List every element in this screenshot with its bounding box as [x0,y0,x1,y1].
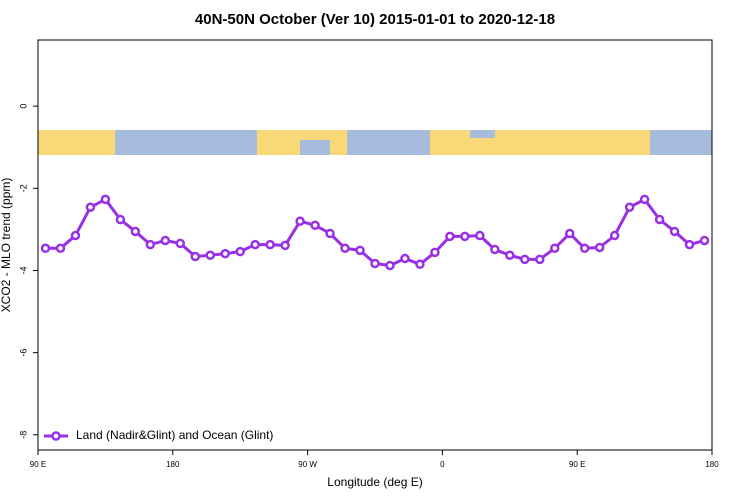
data-point [310,220,320,231]
legend-marker [51,431,61,441]
data-point [295,216,305,226]
data-point [205,250,215,261]
data-point [430,247,440,258]
data-point [490,244,500,255]
y-tick-label: -2 [18,184,28,192]
x-tick-label: 0 [440,460,445,469]
map-strip [38,130,712,155]
y-axis-label: XCO2 - MLO trend (ppm) [0,178,13,313]
data-point [55,243,66,254]
x-tick-label: 90 E [30,460,46,469]
x-tick-label: 90 W [298,460,317,469]
x-tick-label: 180 [705,460,719,469]
data-point [265,239,275,250]
data-point [160,235,171,246]
legend-label: Land (Nadir&Glint) and Ocean (Glint) [76,428,273,442]
chart-title: 40N-50N October (Ver 10) 2015-01-01 to 2… [195,11,555,28]
data-point [624,202,635,212]
data-point [40,243,51,254]
x-tick-label: 90 E [569,460,585,469]
data-point [355,245,365,256]
data-point [564,228,575,239]
data-point [460,231,470,242]
data-point [684,239,695,250]
data-point [70,230,81,241]
data-point [235,246,245,257]
data-point [325,228,335,239]
data-point [415,259,425,270]
data-point [594,242,605,253]
data-point [250,239,260,250]
data-point [115,214,126,225]
data-point [639,194,650,205]
data-point [609,230,620,241]
data-point [505,250,515,261]
data-point [520,254,530,265]
y-tick-label: -8 [18,431,28,439]
data-point [280,240,290,251]
plot-frame [37,39,713,451]
data-point [445,231,455,242]
data-point [475,230,485,241]
data-point [654,214,665,225]
y-tick-label: -6 [18,349,28,357]
data-point [130,226,141,237]
data-point [669,226,680,237]
data-point [340,243,350,254]
data-point [549,243,560,254]
data-point [535,254,545,265]
series-line [45,197,705,268]
y-tick-label: -4 [18,266,28,274]
y-tick-label: 0 [18,104,28,109]
data-point [85,202,96,212]
x-axis-label: Longitude (deg E) [327,475,422,489]
x-tick-label: 180 [166,460,180,469]
data-point [385,260,395,271]
data-point [100,194,111,205]
data-point [145,239,156,250]
data-point [400,253,410,264]
data-point [699,235,710,246]
data-point [175,238,186,249]
data-point [190,251,201,262]
data-point [220,248,230,259]
data-point [579,243,590,254]
data-point [370,258,380,269]
